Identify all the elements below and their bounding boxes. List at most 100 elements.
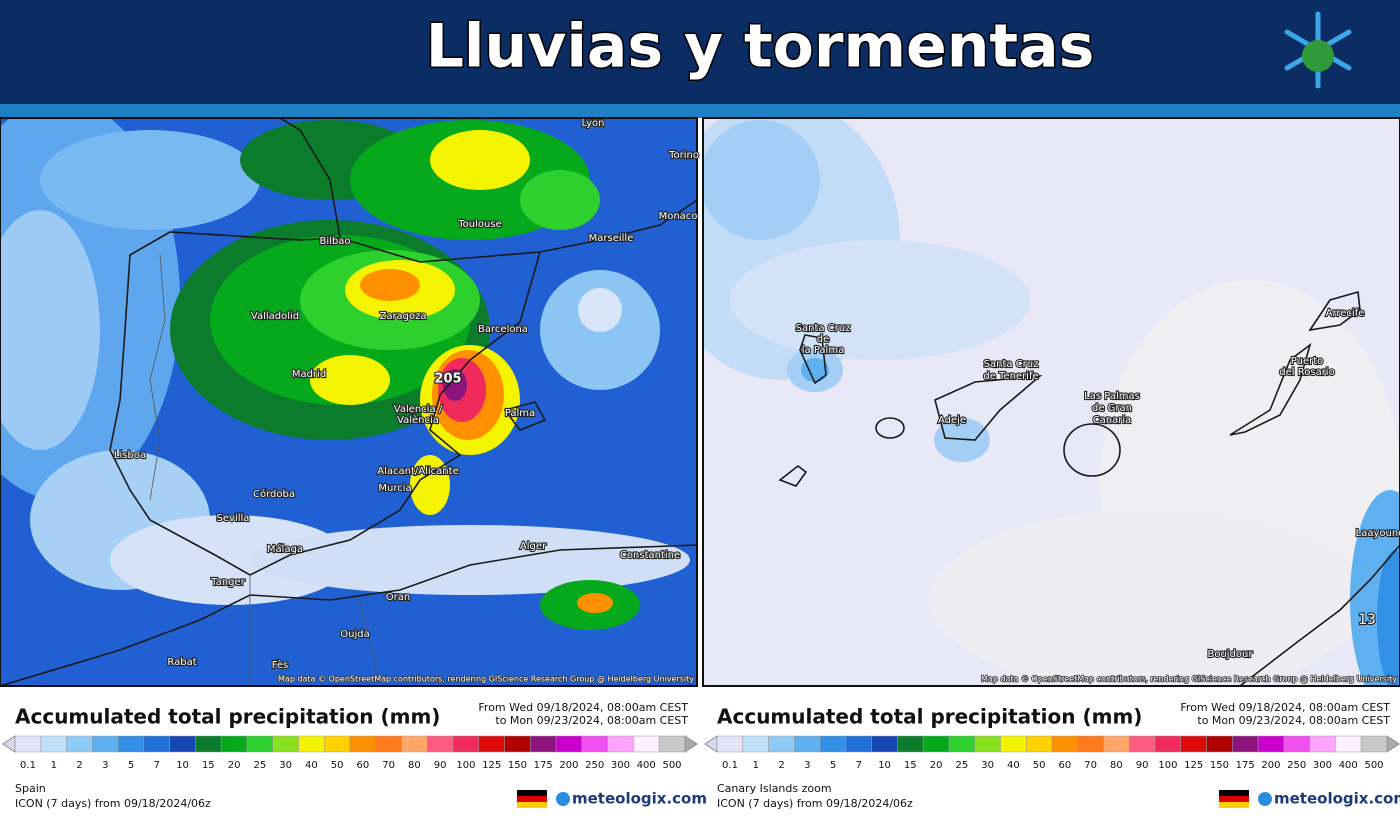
city-label: Rabat [167,657,196,668]
legend-period-to: to Mon 09/23/2024, 08:00am CEST [495,714,688,727]
legend-level-label: 2 [76,760,82,771]
legend-level-label: 10 [878,760,891,771]
city-label: Tanger [210,577,245,588]
legend-swatch [478,735,505,753]
flag-stripe [517,802,547,808]
legend-level-label: 7 [856,760,862,771]
legend-level-label: 20 [930,760,943,771]
legend-swatch [922,735,950,753]
legend-level-label: 50 [1033,760,1046,771]
legend-swatch [1129,735,1156,753]
legend-swatch [716,735,744,753]
legend-swatch [1000,735,1027,753]
legend-period-from: From Wed 09/18/2024, 08:00am CEST [1180,701,1390,714]
legend-arrow [1386,735,1400,753]
legend-swatch [1257,735,1285,753]
legend-swatch [375,735,402,753]
map-spain [0,118,697,686]
legend-swatch [530,735,557,753]
legend: Accumulated total precipitation (mm) From… [704,701,1400,810]
legend-arrow [704,735,718,753]
legend-title: Accumulated total precipitation (mm) [717,705,1142,729]
city-label: Valladolid [251,311,299,322]
city-label: Adeje [938,415,966,426]
legend-level-label: 90 [1136,760,1149,771]
legend-level-label: 500 [662,760,681,771]
legend-swatch [794,735,821,753]
legend-swatch [1283,735,1310,753]
city-label: de Tenerife [983,371,1038,382]
header-bar [0,0,1400,104]
legend-level-label: 100 [456,760,475,771]
legend-swatch [195,735,222,753]
page-title: Lluvias y tormentas [426,12,1095,82]
legend-level-label: 60 [1059,760,1072,771]
legend-level-label: 250 [585,760,604,771]
legend-swatch [117,735,145,753]
legend-level-label: 10 [176,760,189,771]
max-value-label: 205 [434,372,461,387]
legend-swatch [768,735,795,753]
city-label: Palma [505,408,535,419]
city-label: Las Palmas [1084,391,1140,402]
legend-swatch [504,735,531,753]
legend-model: ICON (7 days) from 09/18/2024/06z [717,797,913,810]
brand-icon [1258,792,1272,806]
legend-swatch [246,735,273,753]
legend-swatch [555,735,583,753]
legend-level-label: 300 [1313,760,1332,771]
legend-level-label: 50 [331,760,344,771]
legend-swatch [1154,735,1182,753]
city-label: de Gran [1092,403,1132,414]
legend-region: Spain [15,782,46,795]
legend-level-label: 70 [382,760,395,771]
legend-swatch [607,735,634,753]
city-label: Málaga [267,543,303,555]
legend-level-label: 175 [534,760,553,771]
city-label: Barcelona [478,324,528,335]
legend-swatch [143,735,170,753]
legend-period-from: From Wed 09/18/2024, 08:00am CEST [478,701,688,714]
map-frame [0,117,698,687]
map-attribution: Map data © OpenStreetMap contributors, r… [981,675,1397,684]
legend-level-label: 30 [981,760,994,771]
city-label: Laayoune [1356,528,1400,539]
legend-swatch [819,735,847,753]
legend-level-label: 3 [102,760,108,771]
city-label: Oujda [340,629,369,640]
legend-level-label: 0.1 [722,760,738,771]
city-label: Valencia / [394,404,443,415]
map-canary [703,118,1400,686]
city-label: Santa Cruz [796,323,851,334]
map-frame [702,117,1400,687]
legend-swatch [169,735,196,753]
legend-swatch [1180,735,1207,753]
legend-level-label: 150 [1210,760,1229,771]
legend-swatch [871,735,898,753]
legend-level-label: 60 [357,760,370,771]
city-label: Córdoba [253,488,295,500]
legend-level-label: 80 [408,760,421,771]
city-label: Lisboa [114,450,146,461]
legend-level-label: 40 [305,760,318,771]
legend-level-label: 3 [804,760,810,771]
legend-level-label: 40 [1007,760,1020,771]
legend-level-label: 500 [1364,760,1383,771]
legend-swatch [1360,735,1388,753]
legend-level-label: 250 [1287,760,1306,771]
city-label: Monaco [659,211,698,222]
city-label: Canaria [1093,415,1132,426]
legend-level-label: 2 [778,760,784,771]
legend-swatch [349,735,377,753]
legend-level-label: 400 [637,760,656,771]
legend-level-label: 100 [1158,760,1177,771]
legend-swatch [1077,735,1104,753]
legend-level-label: 1 [51,760,57,771]
legend-swatch [272,735,299,753]
legend-swatch [658,735,686,753]
legend-level-label: 5 [128,760,134,771]
flag-stripe [517,796,547,802]
labels-spain: Lyon Torino Monaco Toulouse Marseille Bi… [113,117,700,684]
flag-stripe [1219,790,1249,796]
legend-level-label: 1 [753,760,759,771]
